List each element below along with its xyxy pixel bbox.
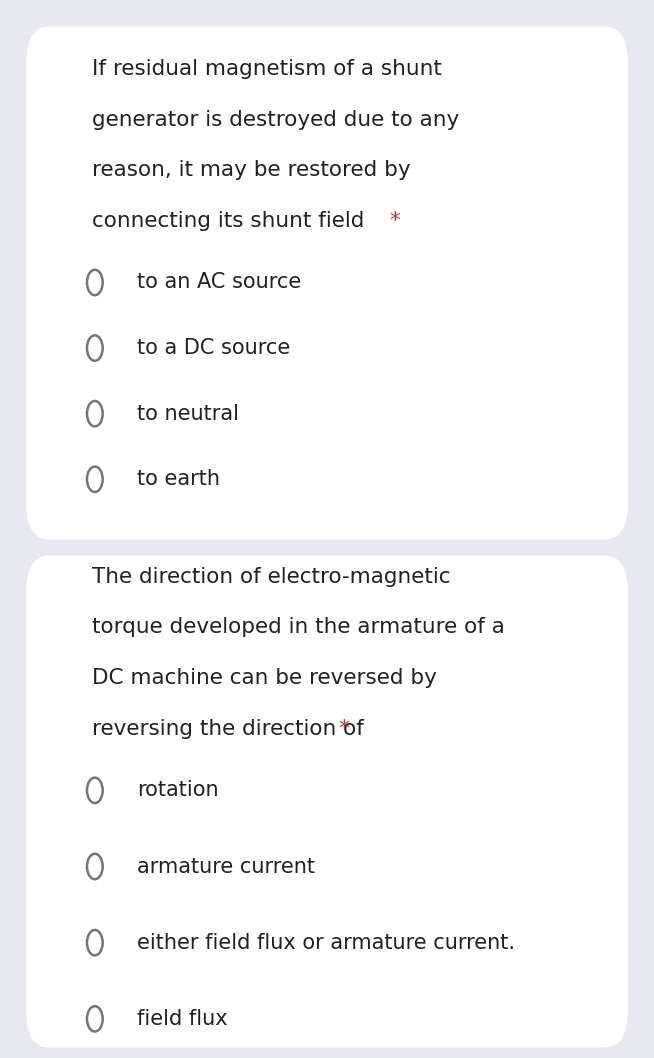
FancyBboxPatch shape bbox=[26, 555, 628, 1047]
Text: armature current: armature current bbox=[137, 857, 315, 876]
Text: either field flux or armature current.: either field flux or armature current. bbox=[137, 933, 515, 952]
FancyBboxPatch shape bbox=[26, 26, 628, 540]
Text: *: * bbox=[339, 719, 349, 738]
Text: The direction of electro-magnetic: The direction of electro-magnetic bbox=[92, 567, 450, 586]
Text: field flux: field flux bbox=[137, 1009, 228, 1028]
Text: to earth: to earth bbox=[137, 470, 220, 489]
Text: generator is destroyed due to any: generator is destroyed due to any bbox=[92, 110, 459, 129]
Text: connecting its shunt field: connecting its shunt field bbox=[92, 212, 364, 231]
Text: reason, it may be restored by: reason, it may be restored by bbox=[92, 161, 410, 180]
Text: to an AC source: to an AC source bbox=[137, 273, 301, 292]
Text: torque developed in the armature of a: torque developed in the armature of a bbox=[92, 618, 504, 637]
Text: to a DC source: to a DC source bbox=[137, 339, 290, 358]
Text: *: * bbox=[389, 212, 400, 231]
Text: reversing the direction of: reversing the direction of bbox=[92, 719, 364, 738]
Text: rotation: rotation bbox=[137, 781, 219, 800]
Text: DC machine can be reversed by: DC machine can be reversed by bbox=[92, 669, 436, 688]
Text: If residual magnetism of a shunt: If residual magnetism of a shunt bbox=[92, 59, 441, 78]
Text: to neutral: to neutral bbox=[137, 404, 239, 423]
